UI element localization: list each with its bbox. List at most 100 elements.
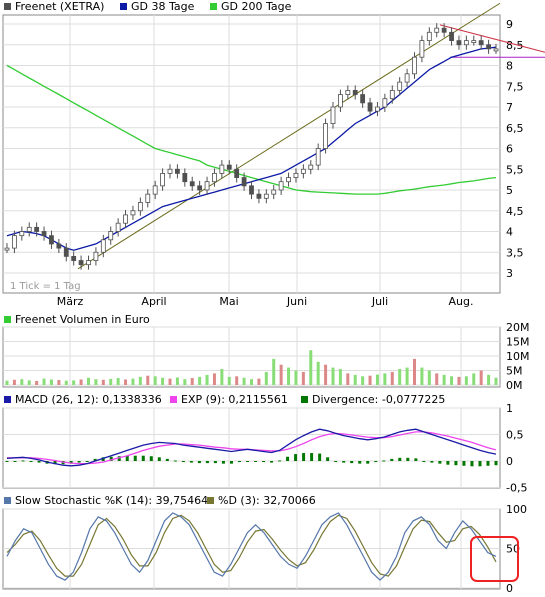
divergence-bar [358, 461, 362, 464]
candle-body [426, 31, 432, 41]
y-tick-label: 7 [506, 101, 513, 114]
divergence-bar [430, 461, 434, 463]
volume-bar [27, 380, 31, 385]
candle-body [63, 247, 69, 257]
candle-body [419, 40, 425, 58]
volume-bar [487, 374, 491, 385]
candle-body [219, 164, 225, 174]
divergence-bar [326, 457, 330, 461]
divergence-bar [117, 456, 121, 461]
divergence-bar [422, 461, 426, 462]
divergence-bar [149, 456, 153, 461]
volume-bar [257, 378, 261, 385]
divergence-bar [229, 461, 233, 464]
y-tick-label: 0,5 [506, 429, 524, 442]
candle-body [315, 148, 321, 166]
candle-body [130, 210, 136, 216]
macd-line [6, 428, 497, 467]
divergence-bar [254, 461, 258, 462]
legend-gd38-label: GD 38 Tage [131, 0, 195, 13]
candle-body [71, 255, 77, 261]
divergence-bar [157, 457, 161, 461]
divergence-bar [350, 461, 354, 464]
volume-bar [94, 379, 98, 385]
divergence-bar [213, 461, 217, 464]
legend-swatch-gd200 [210, 3, 217, 10]
divergence-bar [85, 461, 89, 462]
candle-body [493, 48, 499, 52]
candle-body [456, 40, 462, 46]
support-trendline [77, 2, 501, 270]
volume-bar [5, 380, 9, 385]
legend-volume-label: Freenet Volumen in Euro [15, 313, 150, 326]
legend-swatch-price [4, 3, 11, 10]
volume-bar [168, 378, 172, 385]
candle-body [4, 247, 10, 251]
y-tick-label: 8 [506, 60, 513, 73]
volume-bar [242, 377, 246, 385]
legend-swatch-stoch-d [207, 497, 214, 504]
volume-bar [383, 373, 387, 385]
volume-bar [279, 364, 283, 385]
candle-body [78, 260, 84, 266]
x-tick-label: Mai [219, 295, 238, 308]
candle-body [249, 185, 254, 195]
candle-body [234, 168, 240, 178]
divergence-bar [245, 461, 249, 462]
divergence-bar [77, 461, 81, 463]
candle-body [86, 260, 91, 266]
candle-body [108, 231, 114, 241]
candle-body [367, 102, 373, 112]
legend-swatch-gd38 [120, 3, 127, 10]
divergence-bar [13, 461, 17, 462]
candle-body [360, 94, 366, 104]
candle-body [175, 168, 180, 174]
candle-body [212, 172, 217, 183]
divergence-bar [125, 455, 129, 461]
divergence-bar [486, 461, 490, 466]
volume-bar [309, 350, 313, 385]
y-tick-label: 15M [506, 336, 530, 349]
y-tick-label: 5M [506, 365, 523, 378]
divergence-bar [310, 453, 314, 461]
y-tick-label: 20M [506, 321, 530, 334]
stochastic-y-axis: 0 50 100 [506, 503, 527, 595]
divergence-bar [37, 461, 41, 463]
candle-body [41, 231, 47, 237]
volume-bar [64, 380, 68, 385]
divergence-bar [197, 461, 201, 464]
divergence-bar [390, 458, 394, 461]
volume-bar [479, 370, 483, 385]
highlight-box [470, 536, 519, 582]
legend-swatch-divergence [301, 396, 308, 403]
price-legend: Freenet (XETRA) GD 38 Tage GD 200 Tage [4, 0, 292, 13]
divergence-bar [221, 461, 225, 464]
divergence-bar [414, 458, 418, 461]
candle-body [241, 177, 247, 187]
y-tick-label: 0 [506, 455, 513, 468]
x-tick-label: Juli [371, 295, 388, 308]
legend-swatch-volume [4, 316, 11, 323]
divergence-bar [141, 455, 145, 461]
x-tick-label: März [57, 295, 84, 308]
divergence-bar [294, 454, 298, 461]
candle-body [286, 177, 291, 183]
resistance-trendline [439, 24, 545, 53]
volume-bar [338, 369, 342, 385]
volume-bar [212, 373, 216, 385]
y-tick-label: 5,5 [506, 163, 524, 176]
volume-bar [72, 380, 76, 385]
volume-bar [12, 379, 16, 385]
volume-bar [183, 379, 187, 385]
y-tick-label: 7,5 [506, 80, 524, 93]
legend-stoch-d-label: %D (3): 32,70066 [218, 494, 316, 507]
candle-body [345, 90, 351, 95]
legend-swatch-exp [170, 396, 177, 403]
candle-body [145, 193, 151, 203]
legend-macd-label: MACD (26, 12): 0,1338336 [15, 393, 162, 406]
volume-bar [375, 374, 379, 385]
volume-bar [331, 367, 335, 385]
candle-body [278, 181, 284, 191]
